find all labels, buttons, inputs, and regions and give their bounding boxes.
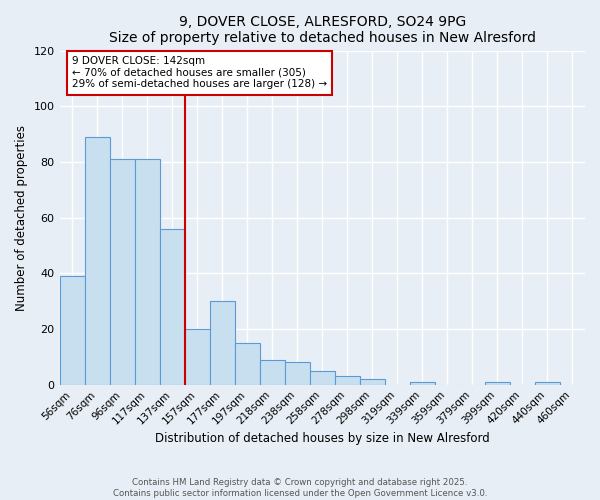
- Bar: [260, 360, 285, 384]
- Text: 9 DOVER CLOSE: 142sqm
← 70% of detached houses are smaller (305)
29% of semi-det: 9 DOVER CLOSE: 142sqm ← 70% of detached …: [72, 56, 327, 90]
- Bar: [185, 329, 209, 384]
- Title: 9, DOVER CLOSE, ALRESFORD, SO24 9PG
Size of property relative to detached houses: 9, DOVER CLOSE, ALRESFORD, SO24 9PG Size…: [109, 15, 536, 45]
- Bar: [209, 301, 235, 384]
- Text: Contains HM Land Registry data © Crown copyright and database right 2025.
Contai: Contains HM Land Registry data © Crown c…: [113, 478, 487, 498]
- Bar: [85, 137, 110, 384]
- Bar: [310, 371, 335, 384]
- Bar: [110, 159, 134, 384]
- Bar: [160, 229, 185, 384]
- Bar: [285, 362, 310, 384]
- Bar: [360, 379, 385, 384]
- Bar: [134, 159, 160, 384]
- Bar: [535, 382, 560, 384]
- Bar: [335, 376, 360, 384]
- Y-axis label: Number of detached properties: Number of detached properties: [15, 124, 28, 310]
- X-axis label: Distribution of detached houses by size in New Alresford: Distribution of detached houses by size …: [155, 432, 490, 445]
- Bar: [59, 276, 85, 384]
- Bar: [235, 343, 260, 384]
- Bar: [410, 382, 435, 384]
- Bar: [485, 382, 510, 384]
